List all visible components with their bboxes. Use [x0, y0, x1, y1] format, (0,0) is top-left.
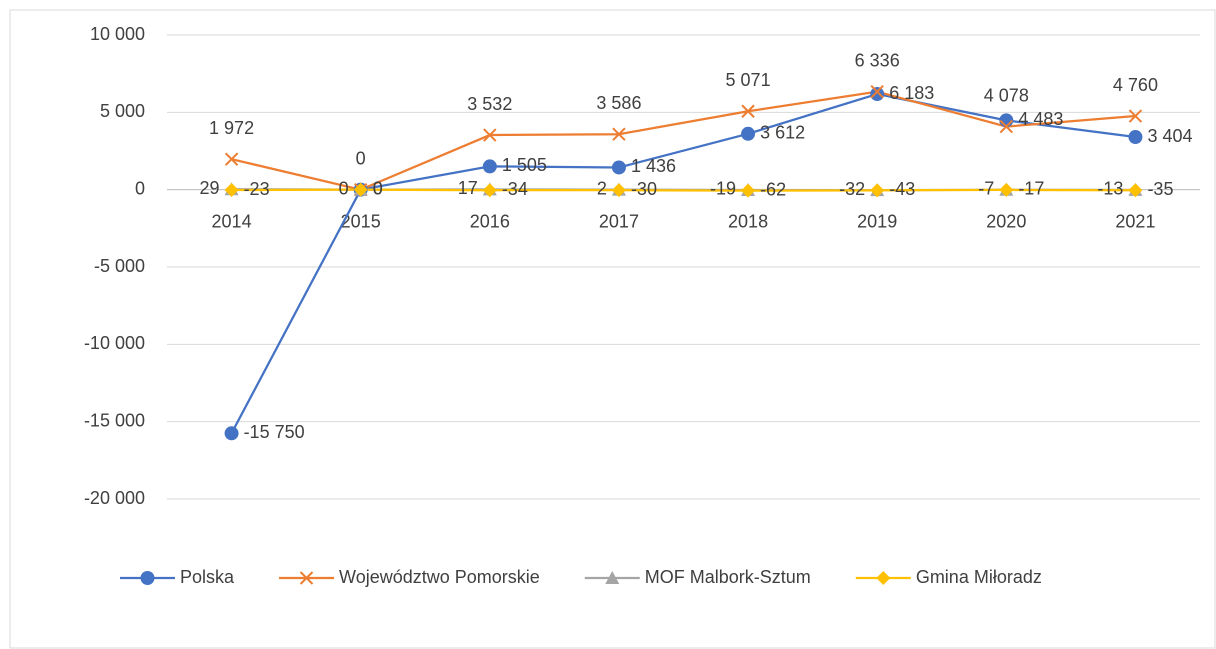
y-tick-label: -20 000: [84, 488, 145, 508]
chart-border: [9, 9, 1216, 649]
y-tick-label: 0: [135, 178, 145, 198]
x-tick-label: 2019: [857, 211, 897, 231]
x-tick-label: 2021: [1115, 211, 1155, 231]
legend-label: Województwo Pomorskie: [339, 567, 540, 587]
data-label: 3 404: [1147, 126, 1192, 146]
marker: [741, 183, 756, 198]
marker: [741, 104, 755, 118]
y-tick-label: -15 000: [84, 410, 145, 430]
marker: [1128, 183, 1143, 198]
legend-marker: [605, 571, 620, 584]
marker: [224, 152, 239, 166]
data-label: 3 532: [467, 94, 512, 114]
marker: [999, 182, 1014, 197]
data-label: 4 078: [984, 85, 1029, 105]
data-label: 17: [458, 178, 478, 198]
data-label: 6 183: [889, 83, 934, 103]
data-label: -15 750: [244, 422, 305, 442]
marker: [482, 159, 497, 174]
data-label: -19: [710, 179, 736, 199]
data-label: -7: [978, 179, 994, 199]
marker: [870, 87, 885, 102]
data-label: 0: [356, 148, 366, 168]
data-label: 2: [597, 178, 607, 198]
legend-label: Polska: [180, 567, 235, 587]
data-label: 1 505: [502, 155, 547, 175]
y-tick-label: -10 000: [84, 333, 145, 353]
data-label: 29: [200, 178, 220, 198]
data-label: 0: [339, 178, 349, 198]
marker: [870, 84, 884, 99]
x-tick-label: 2015: [341, 211, 381, 231]
series-line: [231, 188, 1136, 192]
x-tick-label: 2016: [470, 211, 510, 231]
data-label: 3 586: [596, 93, 641, 113]
marker: [1128, 109, 1143, 123]
data-label: -17: [1018, 179, 1044, 199]
series-line: [231, 90, 1136, 191]
marker: [612, 127, 626, 141]
data-label: -62: [760, 179, 786, 199]
x-tick-label: 2017: [599, 211, 639, 231]
data-label: 4 760: [1113, 75, 1158, 95]
y-tick-label: 10 000: [90, 24, 145, 44]
marker: [1128, 130, 1143, 145]
x-tick-label: 2018: [728, 211, 768, 231]
data-label: -23: [244, 179, 270, 199]
data-label: 4 483: [1018, 109, 1063, 129]
data-label: 1 972: [209, 118, 254, 138]
data-label: -35: [1147, 179, 1173, 199]
marker: [999, 119, 1014, 134]
data-label: 5 071: [726, 70, 771, 90]
legend-marker: [299, 571, 314, 585]
legend-marker: [876, 571, 891, 585]
x-tick-label: 2014: [212, 211, 252, 231]
marker: [482, 183, 497, 198]
series-line: [230, 92, 1136, 434]
marker: [741, 126, 756, 141]
data-label: -32: [839, 179, 865, 199]
legend-marker: [140, 571, 155, 585]
legend-label: MOF Malbork-Sztum: [645, 567, 811, 587]
legend-label: Gmina Miłoradz: [916, 567, 1042, 587]
marker: [353, 182, 368, 197]
marker: [224, 426, 239, 441]
data-label: 1 436: [631, 156, 676, 176]
y-tick-label: -5 000: [94, 256, 145, 276]
data-label: -13: [1097, 179, 1123, 199]
data-label: 6 336: [855, 50, 900, 70]
marker: [870, 183, 885, 198]
marker: [483, 128, 497, 142]
marker: [224, 183, 239, 198]
y-tick-label: 5 000: [100, 101, 145, 121]
data-label: 0: [373, 178, 383, 198]
data-label: 3 612: [760, 123, 805, 143]
data-label: -43: [889, 179, 915, 199]
x-tick-label: 2020: [986, 211, 1026, 231]
marker: [611, 183, 626, 198]
data-label: 0: [373, 178, 383, 198]
data-label: -30: [631, 179, 657, 199]
data-label: -34: [502, 179, 528, 199]
marker: [611, 160, 626, 175]
